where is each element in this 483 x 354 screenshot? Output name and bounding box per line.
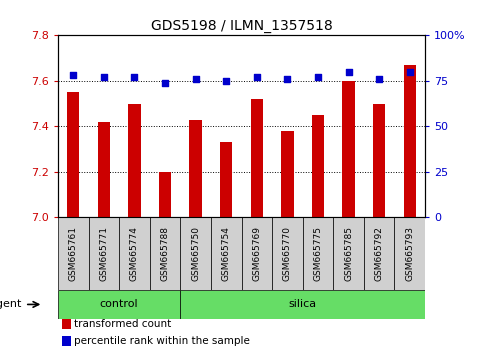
Text: GSM665785: GSM665785	[344, 226, 353, 281]
Point	[345, 69, 353, 75]
Bar	[395, 217, 425, 290]
Bar	[211, 217, 242, 290]
Bar	[303, 217, 333, 290]
Bar	[159, 172, 171, 217]
Text: agent: agent	[0, 299, 21, 309]
Bar	[119, 217, 150, 290]
Bar	[342, 81, 355, 217]
Point	[130, 74, 138, 80]
Point	[375, 76, 383, 82]
Bar	[281, 131, 294, 217]
Text: GSM665761: GSM665761	[69, 226, 78, 281]
Text: GSM665774: GSM665774	[130, 227, 139, 281]
Point	[406, 69, 413, 75]
Text: GSM665770: GSM665770	[283, 226, 292, 281]
Bar	[98, 122, 110, 217]
Bar	[128, 104, 141, 217]
Text: percentile rank within the sample: percentile rank within the sample	[74, 336, 250, 346]
Point	[100, 74, 108, 80]
Bar	[88, 217, 119, 290]
Point	[192, 76, 199, 82]
Text: control: control	[100, 299, 139, 309]
Title: GDS5198 / ILMN_1357518: GDS5198 / ILMN_1357518	[151, 19, 332, 33]
Text: GSM665769: GSM665769	[252, 226, 261, 281]
Point	[314, 74, 322, 80]
Text: silica: silica	[289, 299, 317, 309]
Bar	[333, 217, 364, 290]
Bar	[58, 290, 180, 319]
Point	[284, 76, 291, 82]
Point	[222, 78, 230, 84]
Text: GSM665771: GSM665771	[99, 226, 108, 281]
Bar	[373, 104, 385, 217]
Bar	[312, 115, 324, 217]
Point	[70, 73, 77, 78]
Bar	[67, 92, 79, 217]
Bar	[58, 217, 88, 290]
Text: GSM665754: GSM665754	[222, 227, 231, 281]
Bar	[180, 217, 211, 290]
Bar	[272, 217, 303, 290]
Bar	[62, 319, 71, 329]
Text: GSM665792: GSM665792	[375, 227, 384, 281]
Bar	[220, 142, 232, 217]
Bar	[189, 120, 202, 217]
Text: GSM665775: GSM665775	[313, 226, 323, 281]
Text: transformed count: transformed count	[74, 319, 172, 329]
Bar	[62, 336, 71, 346]
Bar	[364, 217, 395, 290]
Text: GSM665793: GSM665793	[405, 226, 414, 281]
Point	[253, 74, 261, 80]
Bar	[242, 217, 272, 290]
Bar	[404, 65, 416, 217]
Text: GSM665750: GSM665750	[191, 226, 200, 281]
Bar	[251, 99, 263, 217]
Bar	[150, 217, 180, 290]
Bar	[180, 290, 425, 319]
Point	[161, 80, 169, 86]
Text: GSM665788: GSM665788	[160, 226, 170, 281]
